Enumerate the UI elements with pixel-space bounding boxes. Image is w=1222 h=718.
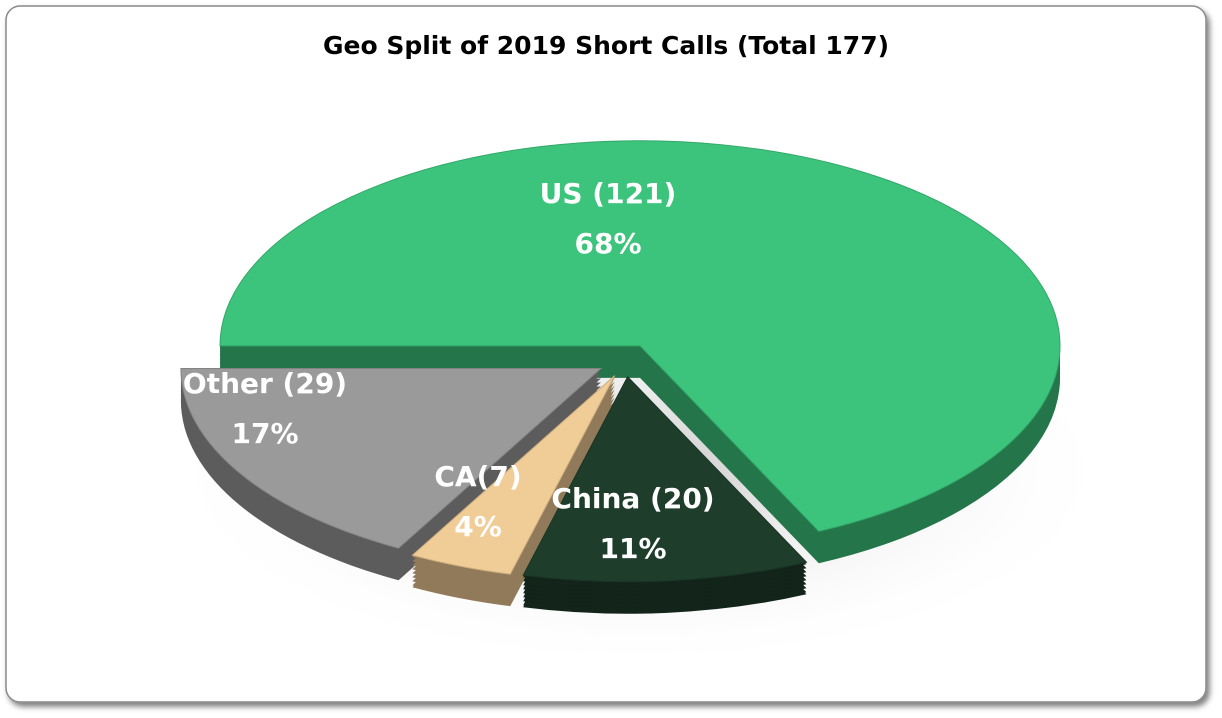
slice-value-label: 4% — [454, 510, 502, 543]
chart-title: Geo Split of 2019 Short Calls (Total 177… — [323, 31, 889, 60]
slice-label: US (121) — [540, 177, 677, 210]
slice — [522, 375, 808, 583]
slice-label: Other (29) — [183, 367, 347, 400]
slice — [180, 368, 603, 549]
slice — [219, 140, 1061, 532]
slice — [411, 375, 616, 575]
pie: US (121) 68% China (20) 11% CA(7) 4% Other (29… — [180, 140, 1061, 614]
slice-value-label: 17% — [231, 417, 298, 450]
slice-value-label: 68% — [574, 227, 641, 260]
slice-label: China (20) — [551, 482, 714, 515]
slice-label: CA(7) — [434, 460, 521, 493]
slice-value-label: 11% — [599, 532, 666, 565]
